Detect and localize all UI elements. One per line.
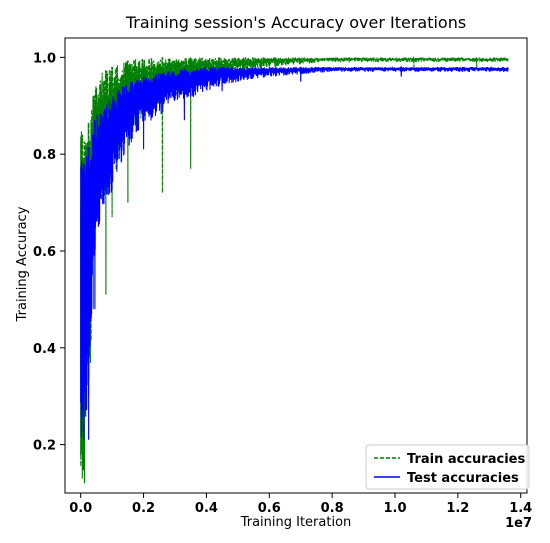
- plot-frame: [64, 37, 528, 494]
- x-axis: 0.0 0.2 0.4 0.6 0.8 1.0 1.2 1.4: [69, 493, 532, 516]
- chart-title: Training session's Accuracy over Iterati…: [125, 13, 466, 32]
- x-axis-label: Training Iteration: [240, 515, 352, 530]
- legend: Train accuracies Test accuracies: [365, 444, 530, 490]
- x-tick-label: 1.2: [446, 501, 469, 516]
- x-tick-label: 0.0: [69, 501, 92, 516]
- legend-label-test: Test accuracies: [407, 471, 519, 486]
- y-tick-label: 0.4: [33, 342, 56, 357]
- legend-box: [365, 444, 530, 490]
- y-tick-label: 1.0: [33, 51, 56, 66]
- x-tick-label: 0.6: [258, 501, 281, 516]
- y-tick-label: 0.8: [33, 148, 56, 163]
- x-tick-label: 0.8: [321, 501, 344, 516]
- legend-label-train: Train accuracies: [407, 452, 525, 467]
- y-axis-label: Training Accuracy: [15, 206, 30, 322]
- x-tick-label: 1.0: [383, 501, 406, 516]
- y-axis: 0.2 0.4 0.6 0.8 1.0: [33, 51, 65, 454]
- y-tick-label: 0.2: [33, 439, 56, 454]
- x-tick-label: 0.2: [132, 501, 155, 516]
- series-layer: [80, 56, 509, 484]
- y-tick-label: 0.6: [33, 245, 56, 260]
- x-axis-offset-label: 1e7: [505, 516, 532, 531]
- x-tick-label: 1.4: [509, 501, 532, 516]
- series-line-test: [80, 65, 509, 440]
- x-tick-label: 0.4: [195, 501, 218, 516]
